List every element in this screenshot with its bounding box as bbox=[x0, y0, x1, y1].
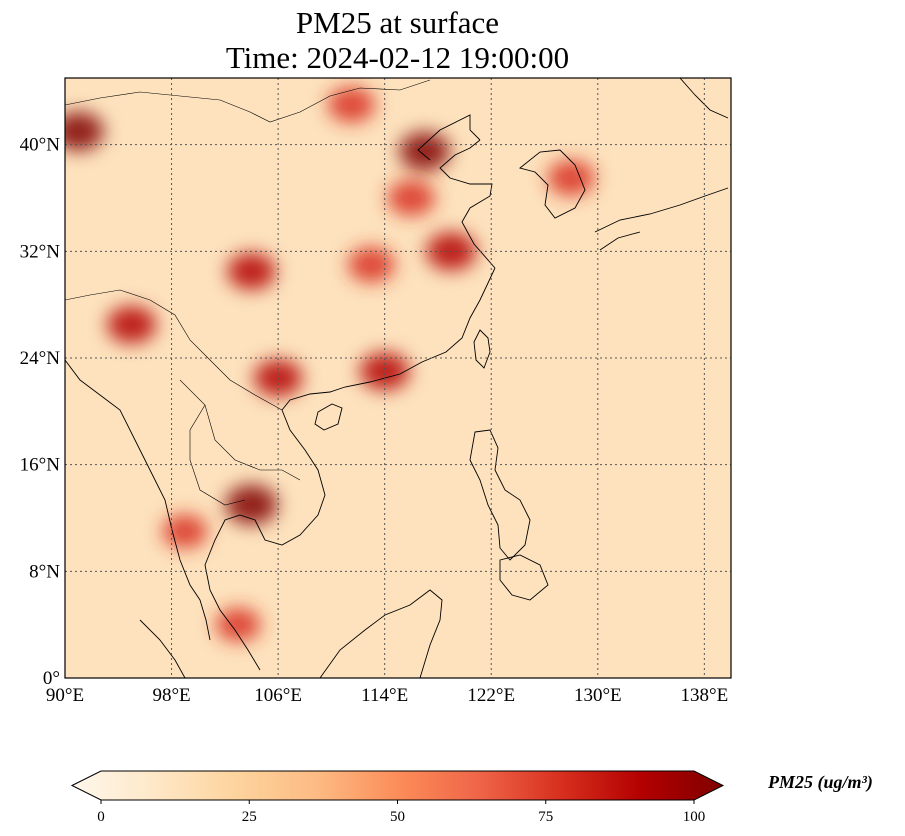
map-subtitle-time: Time: 2024-02-12 19:00:00 bbox=[225, 40, 570, 75]
sw-border bbox=[65, 289, 283, 411]
x-tick-label: 138°E bbox=[681, 685, 729, 706]
china-coastline bbox=[281, 267, 496, 411]
x-tick-label: 114°E bbox=[361, 685, 408, 706]
pm25-hotspot bbox=[359, 352, 410, 391]
x-axis-ticks: 90°E 98°E 106°E 114°E 122°E 130°E 138°E bbox=[46, 685, 728, 706]
pm25-hotspot bbox=[215, 607, 261, 642]
korea-coastline bbox=[519, 149, 586, 219]
y-tick-label: 16°N bbox=[20, 455, 61, 476]
hainan-coastline bbox=[314, 403, 343, 431]
pm25-hotspot bbox=[399, 131, 451, 171]
y-tick-label: 0° bbox=[43, 668, 60, 689]
pm25-hotspot bbox=[387, 180, 435, 216]
colorbar-label: PM25 (ug/m³) bbox=[768, 772, 873, 792]
bohai-coast bbox=[417, 114, 481, 161]
philippines-coastline bbox=[469, 429, 531, 561]
indochina-borders bbox=[179, 379, 301, 506]
pm25-hotspot bbox=[225, 484, 278, 525]
map-frame bbox=[64, 77, 732, 679]
x-tick-label: 122°E bbox=[467, 685, 515, 706]
shandong-coast bbox=[439, 139, 496, 269]
pm25-hotspot bbox=[348, 246, 395, 283]
pm25-hotspot bbox=[162, 514, 208, 549]
borneo-coastline bbox=[319, 589, 443, 678]
myanmar-coastline bbox=[65, 359, 211, 641]
y-axis-ticks: 0° 8°N 16°N 24°N 32°N 40°N bbox=[20, 135, 61, 689]
pm25-field bbox=[65, 86, 595, 642]
gridlines bbox=[65, 78, 731, 678]
taiwan-coastline bbox=[473, 329, 491, 369]
pm25-hotspot bbox=[547, 160, 595, 196]
coastlines bbox=[65, 78, 729, 678]
y-tick-label: 24°N bbox=[20, 348, 61, 369]
indochina-coastline bbox=[204, 409, 326, 671]
pm25-hotspot bbox=[327, 86, 375, 123]
x-tick-label: 98°E bbox=[152, 685, 190, 706]
x-tick-label: 90°E bbox=[46, 685, 84, 706]
japan-coastline bbox=[594, 78, 729, 251]
x-tick-label: 106°E bbox=[254, 685, 302, 706]
sumatra-coastline bbox=[139, 619, 186, 678]
pm25-hotspot bbox=[227, 252, 276, 290]
y-tick-label: 8°N bbox=[29, 561, 60, 582]
y-tick-label: 40°N bbox=[20, 135, 61, 156]
x-tick-label: 130°E bbox=[574, 685, 622, 706]
mindanao-coastline bbox=[499, 554, 549, 601]
y-tick-label: 32°N bbox=[20, 241, 61, 262]
northern-border bbox=[65, 79, 431, 123]
map-title: PM25 at surface bbox=[295, 5, 500, 40]
pm25-hotspot bbox=[107, 305, 157, 344]
pm25-hotspot bbox=[65, 111, 104, 151]
